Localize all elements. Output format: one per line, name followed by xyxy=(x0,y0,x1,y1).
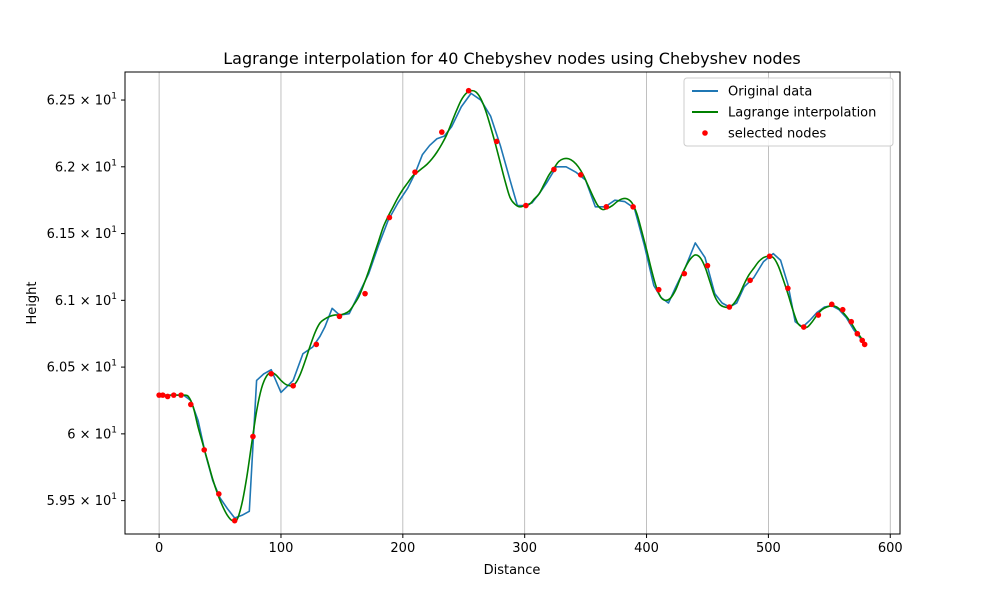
selected-node-point xyxy=(493,138,500,145)
selected-node-point xyxy=(603,204,610,210)
selected-node-point xyxy=(268,370,275,377)
selected-node-point xyxy=(854,330,861,337)
y-tick-label: 6.2 × 101 xyxy=(55,158,117,175)
selected-node-point xyxy=(439,129,445,135)
selected-node-point xyxy=(815,312,822,318)
selected-node-point xyxy=(577,172,584,178)
selected-node-point xyxy=(362,290,368,297)
x-tick-label: 600 xyxy=(878,541,903,556)
plot-frame xyxy=(124,71,901,535)
selected-node-point xyxy=(747,277,753,284)
y-tick-label: 6.1 × 101 xyxy=(55,292,117,309)
y-tick-label: 6 × 101 xyxy=(67,425,117,442)
selected-node-point xyxy=(465,87,472,94)
selected-node-point xyxy=(861,341,868,348)
selected-node-point xyxy=(704,262,711,269)
grid-lines xyxy=(158,72,891,534)
legend-label-lagrange-interpolation: Lagrange interpolation xyxy=(728,106,876,121)
selected-node-point xyxy=(655,286,662,293)
selected-node-point xyxy=(159,392,166,398)
selected-node-point xyxy=(828,301,835,308)
legend-label-selected-nodes: selected nodes xyxy=(728,127,826,142)
y-tick-label: 6.05 × 101 xyxy=(47,359,117,376)
x-tick-label: 400 xyxy=(634,541,659,556)
selected-node-point xyxy=(412,169,418,175)
chart-title: Lagrange interpolation for 40 Chebyshev … xyxy=(223,49,800,68)
x-tick-label: 300 xyxy=(512,541,537,556)
selected-node-point xyxy=(766,253,773,260)
y-tick-label: 5.95 × 101 xyxy=(47,492,117,509)
legend: Original data Lagrange interpolation selec… xyxy=(683,77,894,147)
x-tick-label: 0 xyxy=(155,541,163,556)
selected-node-point xyxy=(726,304,733,310)
legend-label-original-data: Original data xyxy=(728,85,812,100)
selected-node-point xyxy=(313,341,320,348)
selected-node-point xyxy=(386,214,393,221)
selected-node-point xyxy=(216,491,222,497)
legend-swatch-selected-nodes xyxy=(702,130,708,136)
plot-area xyxy=(156,87,868,524)
selected-node-point xyxy=(164,393,171,400)
legend-box xyxy=(683,77,894,147)
selected-node-point xyxy=(551,166,557,173)
selected-node-point xyxy=(178,392,184,398)
selected-node-point xyxy=(523,202,529,209)
y-tick-label: 6.15 × 101 xyxy=(47,225,117,242)
x-axis-title: Distance xyxy=(484,563,541,578)
selected-node-point xyxy=(681,270,688,277)
selected-node-point xyxy=(336,313,343,320)
axes: 0 100 200 300 400 500 600 5.95 × 101 6 × 101 6.05… xyxy=(47,71,903,556)
lagrange-interpolation-line xyxy=(159,89,866,523)
x-tick-label: 200 xyxy=(390,541,415,556)
selected-node-point xyxy=(290,382,296,389)
selected-node-point xyxy=(201,447,208,453)
selected-node-point xyxy=(859,337,866,344)
selected-node-point xyxy=(848,318,855,325)
selected-node-point xyxy=(630,204,636,210)
selected-node-point xyxy=(231,517,238,524)
selected-node-point xyxy=(188,401,194,408)
selected-node-point xyxy=(839,306,846,313)
selected-node-point xyxy=(785,285,791,292)
selected-node-point xyxy=(250,433,256,440)
x-tick-label: 100 xyxy=(269,541,294,556)
y-axis-title: Height xyxy=(25,282,40,325)
selected-node-point xyxy=(170,392,177,398)
y-tick-label: 6.25 × 101 xyxy=(47,92,117,109)
selected-node-point xyxy=(800,324,807,330)
x-tick-label: 500 xyxy=(756,541,781,556)
